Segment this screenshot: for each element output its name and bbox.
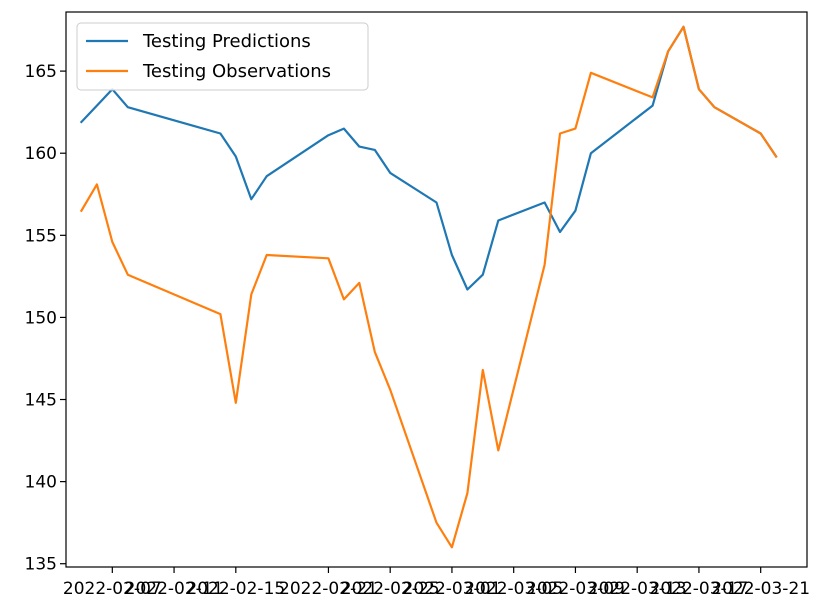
x-tick-label: 2022-02-25 <box>341 579 440 599</box>
x-tick-label: 2022-03-13 <box>588 579 687 599</box>
x-tick-label: 2022-02-11 <box>125 579 224 599</box>
y-tick-label: 155 <box>25 226 57 246</box>
axes: 1351401451501551601652022-02-072022-02-1… <box>25 11 810 599</box>
legend-box <box>76 22 369 91</box>
y-tick-label: 145 <box>25 391 57 411</box>
legend-label-0: Testing Predictions <box>142 31 311 52</box>
series-line-1 <box>79 25 778 549</box>
x-tick-label: 2022-02-15 <box>186 579 285 599</box>
y-tick-label: 165 <box>25 62 57 82</box>
x-tick-label: 2022-02-21 <box>279 579 378 599</box>
y-tick-label: 135 <box>25 555 57 575</box>
x-tick-label: 2022-03-09 <box>526 579 625 599</box>
x-tick-label: 2022-02-07 <box>63 579 162 599</box>
x-tick-label: 2022-03-05 <box>464 579 563 599</box>
x-tick-label: 2022-03-21 <box>711 579 810 599</box>
x-tick-label: 2022-03-01 <box>403 579 502 599</box>
y-tick-label: 150 <box>25 308 57 328</box>
y-tick-label: 160 <box>25 144 57 164</box>
legend-label-1: Testing Observations <box>142 61 331 82</box>
x-tick-label: 2022-03-17 <box>650 579 749 599</box>
plot-area <box>79 25 778 549</box>
axes-frame <box>65 11 808 568</box>
legend: Testing Predictions Testing Observations <box>76 22 369 91</box>
y-tick-label: 140 <box>25 473 57 493</box>
